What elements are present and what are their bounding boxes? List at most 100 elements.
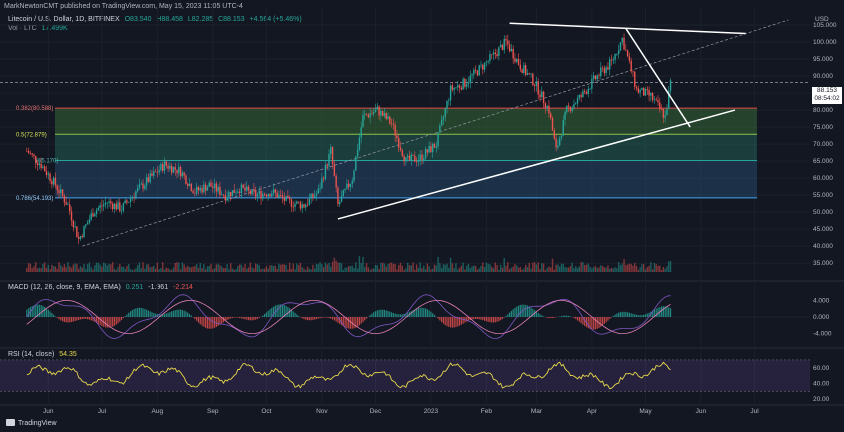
macd-histogram-bar bbox=[580, 317, 582, 324]
volume-bar bbox=[594, 265, 597, 272]
macd-histogram-bar bbox=[601, 317, 604, 326]
macd-histogram-bar bbox=[328, 317, 330, 319]
macd-histogram-bar bbox=[373, 312, 375, 317]
candle-body bbox=[405, 157, 407, 162]
macd-histogram-bar bbox=[278, 304, 280, 317]
candle-body bbox=[254, 191, 257, 197]
macd-histogram-bar bbox=[587, 317, 589, 329]
candle-body bbox=[322, 178, 325, 180]
candle-body bbox=[142, 183, 144, 189]
volume-bar bbox=[668, 261, 670, 272]
macd-hist-value: 0.251 bbox=[125, 284, 144, 291]
macd-histogram-bar bbox=[458, 317, 461, 326]
macd-histogram-bar bbox=[564, 315, 566, 317]
fib-level-label: 0.786(54.193) bbox=[16, 196, 53, 202]
volume-bar bbox=[142, 262, 144, 272]
fib-level-label: 0.5(72.879) bbox=[16, 132, 47, 138]
open-value: O83.540 bbox=[124, 16, 152, 23]
volume-bar bbox=[74, 263, 76, 272]
volume-bar bbox=[371, 268, 373, 272]
macd-histogram-bar bbox=[476, 317, 479, 320]
volume-bar bbox=[204, 269, 207, 272]
candle-body bbox=[321, 178, 323, 189]
candle-body bbox=[253, 189, 255, 192]
candle-body bbox=[451, 85, 454, 90]
macd-histogram-bar bbox=[176, 309, 178, 317]
macd-histogram-bar bbox=[276, 304, 278, 317]
candle-body bbox=[172, 167, 175, 173]
macd-histogram-bar bbox=[112, 317, 114, 327]
candle-body bbox=[340, 196, 343, 203]
candle-body bbox=[575, 103, 577, 105]
candle-body bbox=[85, 224, 87, 227]
tradingview-logo[interactable]: TradingView bbox=[6, 419, 57, 427]
volume-label[interactable]: Vol · LTC bbox=[8, 25, 37, 32]
candle-body bbox=[237, 191, 239, 193]
volume-bar bbox=[571, 262, 573, 272]
macd-histogram-bar bbox=[353, 317, 355, 329]
macd-histogram-bar bbox=[115, 317, 117, 325]
volume-bar bbox=[524, 264, 527, 272]
macd-histogram-bar bbox=[655, 308, 657, 317]
volume-bar bbox=[217, 263, 219, 272]
candle-body bbox=[619, 42, 622, 51]
candle-body bbox=[297, 201, 300, 203]
candle-body bbox=[122, 203, 125, 211]
candle-body bbox=[362, 114, 364, 128]
candle-body bbox=[44, 166, 46, 172]
candle-body bbox=[347, 183, 350, 188]
volume-bar bbox=[655, 264, 657, 272]
symbol-name[interactable]: Litecoin / U.S. Dollar, 1D, BITFINEX bbox=[8, 16, 120, 23]
macd-histogram-bar bbox=[584, 317, 586, 326]
volume-bar bbox=[360, 263, 362, 272]
macd-histogram-bar bbox=[526, 305, 529, 317]
trendline bbox=[509, 22, 746, 35]
candle-body bbox=[367, 114, 370, 118]
volume-bar bbox=[499, 264, 502, 272]
macd-label[interactable]: MACD (12, 26, close, 9, EMA, EMA) bbox=[8, 284, 121, 291]
macd-histogram-bar bbox=[324, 317, 327, 318]
candle-body bbox=[103, 204, 105, 207]
volume-bar bbox=[197, 267, 200, 272]
macd-histogram-bar bbox=[664, 306, 666, 317]
candle-body bbox=[374, 109, 377, 113]
volume-bar bbox=[616, 268, 618, 272]
candle-body bbox=[458, 85, 461, 88]
volume-bar bbox=[231, 268, 234, 272]
volume-bar bbox=[110, 264, 112, 272]
volume-bar bbox=[428, 266, 430, 272]
rsi-label[interactable]: RSI (14, close) bbox=[8, 351, 55, 358]
macd-histogram-bar bbox=[285, 305, 287, 317]
volume-bar bbox=[303, 268, 305, 272]
macd-histogram-bar bbox=[578, 317, 580, 322]
volume-bar bbox=[315, 263, 318, 272]
volume-bar bbox=[496, 264, 498, 272]
candle-body bbox=[564, 111, 566, 121]
volume-bar bbox=[240, 264, 243, 272]
macd-histogram-bar bbox=[559, 316, 561, 317]
macd-histogram-bar bbox=[206, 317, 209, 329]
volume-bar bbox=[226, 264, 228, 272]
candle-body bbox=[99, 205, 101, 209]
candle-body bbox=[410, 154, 412, 160]
candle-body bbox=[446, 100, 448, 109]
macd-histogram-bar bbox=[230, 317, 232, 319]
macd-histogram-bar bbox=[138, 307, 141, 317]
candle-body bbox=[247, 186, 250, 191]
candle-body bbox=[346, 183, 348, 189]
candle-body bbox=[353, 170, 355, 181]
macd-histogram-bar bbox=[509, 312, 511, 317]
macd-histogram-bar bbox=[179, 309, 182, 317]
volume-bar bbox=[430, 269, 432, 272]
candle-body bbox=[589, 88, 591, 90]
volume-bar bbox=[262, 268, 264, 272]
candle-body bbox=[417, 159, 420, 162]
volume-bar bbox=[453, 268, 455, 272]
macd-histogram-bar bbox=[36, 304, 39, 317]
volume-bar bbox=[365, 263, 368, 272]
macd-histogram-bar bbox=[153, 312, 155, 317]
last-price-value: 88.153 bbox=[817, 87, 837, 94]
volume-bar bbox=[117, 266, 119, 272]
volume-bar bbox=[45, 268, 48, 272]
